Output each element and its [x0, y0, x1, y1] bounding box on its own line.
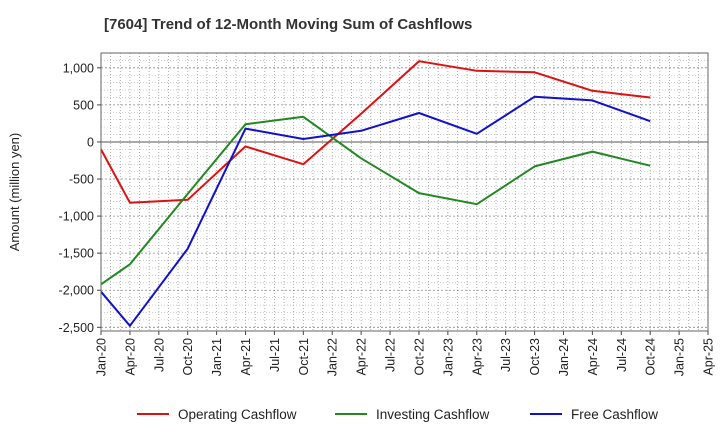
y-tick-label: 1,000 [63, 61, 94, 75]
x-tick-label: Oct-24 [644, 338, 658, 376]
legend: Operating Cashflow Investing Cashflow Free… [137, 407, 658, 422]
x-tick-label: Jan-22 [326, 338, 340, 376]
y-tick-label: -2,000 [59, 284, 94, 298]
x-tick-labels: Jan-20 Apr-20 Jul-20 Oct-20 Jan-21 Apr-21 Jul-… [95, 331, 716, 376]
x-tick-label: Apr-21 [239, 338, 253, 376]
series-line-free-cashflow [100, 95, 651, 327]
y-tick-labels: 1,000 500 0 -500 -1,000 -1,500 -2,000 -2,500 [59, 61, 101, 335]
x-tick-label: Jan-24 [557, 338, 571, 376]
x-tick-label: Jul-24 [615, 338, 629, 372]
y-tick-label: -500 [69, 173, 94, 187]
x-tick-label: Jan-23 [441, 338, 455, 376]
x-tick-label: Jul-22 [384, 338, 398, 372]
x-tick-label: Oct-20 [181, 338, 195, 376]
legend-label: Free Cashflow [571, 407, 658, 422]
x-tick-label: Jul-20 [152, 338, 166, 372]
x-tick-label: Jul-23 [499, 338, 513, 372]
grid [101, 52, 708, 331]
x-tick-label: Apr-20 [123, 338, 137, 376]
x-tick-label: Jan-25 [673, 338, 687, 376]
x-tick-label: Jan-21 [210, 338, 224, 376]
chart-title: [7604] Trend of 12-Month Moving Sum of C… [104, 16, 472, 33]
y-tick-label: -2,500 [59, 321, 94, 335]
series-line-operating-cashflow [100, 60, 651, 204]
y-tick-label: 0 [87, 135, 94, 149]
y-axis-label: Amount (million yen) [7, 133, 22, 252]
x-tick-label: Oct-21 [297, 338, 311, 376]
y-tick-label: -1,500 [59, 247, 94, 261]
y-tick-label: 500 [73, 98, 94, 112]
x-tick-label: Jul-21 [268, 338, 282, 372]
series-lines [100, 60, 651, 327]
x-tick-label: Oct-22 [412, 338, 426, 376]
x-tick-label: Jan-20 [95, 338, 109, 376]
y-tick-label: -1,000 [59, 210, 94, 224]
plot-frame [100, 52, 709, 332]
series-line-investing-cashflow [100, 115, 651, 286]
x-tick-label: Oct-23 [528, 338, 542, 376]
legend-label: Operating Cashflow [178, 407, 297, 422]
x-tick-label: Apr-24 [586, 338, 600, 376]
x-tick-label: Apr-25 [702, 338, 716, 376]
x-tick-label: Apr-22 [355, 338, 369, 376]
x-tick-label: Apr-23 [470, 338, 484, 376]
legend-label: Investing Cashflow [376, 407, 490, 422]
